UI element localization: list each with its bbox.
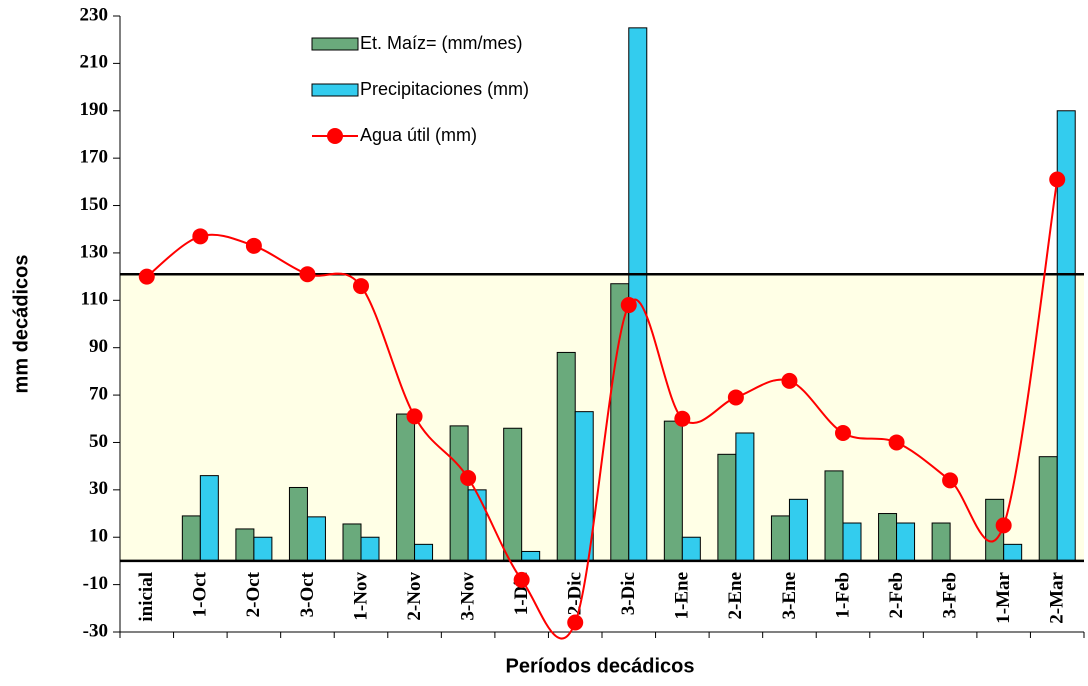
x-tick-label: 2-Ene xyxy=(725,572,746,620)
bar xyxy=(1038,456,1058,562)
bar xyxy=(306,516,326,562)
x-tick-label: 1-Nov xyxy=(350,572,371,621)
bar xyxy=(342,523,362,562)
bar xyxy=(449,425,469,562)
y-tick-label: 110 xyxy=(81,289,108,310)
bar xyxy=(1003,543,1023,562)
bar xyxy=(717,453,737,562)
reference-area xyxy=(120,274,1084,561)
y-tick-label: 150 xyxy=(80,194,109,215)
y-tick-label: 130 xyxy=(80,241,109,262)
y-tick-label: 170 xyxy=(80,147,109,168)
bar xyxy=(235,528,255,562)
bar xyxy=(824,470,844,562)
x-axis-title: Períodos decádicos xyxy=(506,655,695,677)
point xyxy=(460,470,477,486)
point xyxy=(192,228,209,245)
legend-swatch xyxy=(311,83,359,97)
point xyxy=(299,266,316,283)
point xyxy=(406,408,423,425)
x-tick-label: inicial xyxy=(136,572,157,622)
x-tick-label: 3-Feb xyxy=(939,572,960,618)
x-tick-label: 2-Nov xyxy=(404,572,425,621)
y-tick-label: -10 xyxy=(83,573,108,594)
point xyxy=(620,297,637,314)
point xyxy=(353,278,369,295)
legend-swatch xyxy=(327,128,343,144)
point xyxy=(835,424,851,441)
bar xyxy=(503,427,523,562)
bar xyxy=(770,515,790,562)
point xyxy=(513,571,530,588)
bar xyxy=(931,522,951,562)
x-tick-label: 3-Oct xyxy=(297,571,318,617)
y-tick-label: 10 xyxy=(89,526,108,547)
y-tick-label: 230 xyxy=(80,4,109,25)
x-tick-label: 1-Mar xyxy=(993,571,1014,623)
point xyxy=(942,472,959,489)
bar xyxy=(253,536,273,562)
x-tick-label: 1-Ene xyxy=(672,572,693,620)
y-axis-title: mm decádicos xyxy=(10,255,32,394)
bar xyxy=(896,522,916,562)
y-tick-label: 210 xyxy=(80,52,109,73)
bar xyxy=(396,413,416,562)
point xyxy=(245,237,262,254)
legend-label: Et. Maíz= (mm/mes) xyxy=(360,33,523,53)
x-tick-label: 3-Dic xyxy=(618,572,639,615)
y-tick-label: 30 xyxy=(89,478,108,499)
bar xyxy=(735,432,755,562)
point xyxy=(781,372,798,389)
point xyxy=(995,517,1012,534)
bar xyxy=(788,498,808,562)
bar xyxy=(628,27,648,562)
x-tick-label: 2-Feb xyxy=(886,572,907,618)
y-tick-label: -30 xyxy=(83,620,108,641)
bar xyxy=(414,543,434,562)
bar xyxy=(521,550,541,562)
point xyxy=(888,434,905,451)
x-tick-label: 2-Oct xyxy=(243,571,264,617)
x-tick-label: 2-Mar xyxy=(1047,571,1068,623)
y-tick-label: 190 xyxy=(80,99,109,120)
bar xyxy=(681,536,701,562)
legend-swatch xyxy=(311,37,359,51)
bar xyxy=(467,489,487,562)
x-tick-label: 3-Nov xyxy=(457,572,478,621)
x-tick-label: 1-Oct xyxy=(190,571,211,617)
bar xyxy=(610,283,630,562)
point xyxy=(1049,171,1066,188)
point xyxy=(567,614,584,631)
y-tick-label: 90 xyxy=(89,336,108,357)
bar xyxy=(181,515,201,562)
bar xyxy=(360,536,380,562)
x-tick-label: 3-Ene xyxy=(779,572,800,620)
point xyxy=(727,389,744,406)
y-tick-label: 50 xyxy=(89,431,108,452)
bar xyxy=(288,486,308,562)
point xyxy=(138,268,155,285)
x-tick-label: 1-Feb xyxy=(832,572,853,618)
bar xyxy=(199,475,219,562)
point xyxy=(674,410,691,427)
bar xyxy=(842,522,862,562)
legend-label: Agua útil (mm) xyxy=(360,125,477,145)
y-tick-label: 70 xyxy=(89,383,108,404)
legend-label: Precipitaciones (mm) xyxy=(360,79,529,99)
bar xyxy=(878,513,898,562)
bar xyxy=(556,351,576,562)
bar xyxy=(663,420,683,562)
